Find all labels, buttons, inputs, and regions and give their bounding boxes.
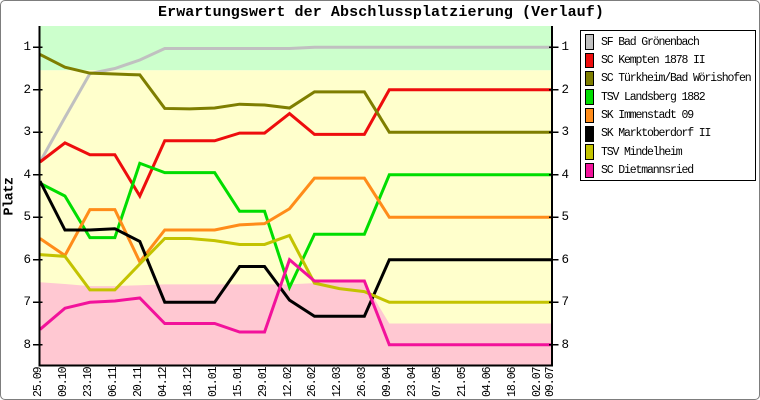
x-tick-label-15.01: 15.01 xyxy=(231,367,245,397)
y-tick-label-left-1: 1 xyxy=(23,40,31,55)
legend-swatch-icon xyxy=(585,70,594,87)
y-tick-label-right-6: 6 xyxy=(561,252,570,267)
legend-item: SK Marktoberdorf II xyxy=(585,126,711,142)
y-tick-label-right-7: 7 xyxy=(561,295,570,310)
series-line-SC Dietmannsried xyxy=(39,257,552,347)
x-tick-label-04.06: 04.06 xyxy=(481,367,495,397)
legend-item: SK Immenstadt 09 xyxy=(585,107,694,124)
x-tick-label-25.09: 25.09 xyxy=(32,367,45,397)
y-tick-label-right-5: 5 xyxy=(561,210,570,225)
legend-label: SC Türkheim/Bad Wörishofen xyxy=(601,72,752,86)
legend-label: SC Dietmannsried xyxy=(601,163,694,177)
legend-label: TSV Mindelheim xyxy=(601,145,683,159)
legend-item: SC Türkheim/Bad Wörishofen xyxy=(585,70,752,87)
y-tick-label-left-6: 6 xyxy=(23,252,31,267)
x-tick-label-12.02: 12.02 xyxy=(281,367,295,397)
legend-swatch-icon xyxy=(585,52,594,69)
x-tick-label-29.01: 29.01 xyxy=(256,367,270,397)
x-tick-label-01.01: 01.01 xyxy=(206,367,220,397)
series-line-SK Marktoberdorf II xyxy=(38,180,552,318)
x-tick-label-02.07: 02.07 xyxy=(531,367,545,397)
legend-swatch-icon xyxy=(585,89,594,105)
x-tick-label-26.02: 26.02 xyxy=(306,367,320,397)
legend-swatch-icon xyxy=(585,107,594,124)
series-line-TSV Mindelheim xyxy=(39,233,552,304)
legend-swatch-icon xyxy=(585,34,594,50)
y-tick-label-left-2: 2 xyxy=(23,82,31,97)
legend-label: SC Kempten 1878 II xyxy=(601,53,706,67)
x-tick-label-26.03: 26.03 xyxy=(356,367,370,397)
x-tick-label-07.05: 07.05 xyxy=(431,367,445,397)
legend-item: TSV Mindelheim xyxy=(585,144,683,160)
series-line-SF Bad Grönenbach xyxy=(38,45,552,163)
legend-swatch-icon xyxy=(585,126,594,142)
legend-swatch-icon xyxy=(585,162,594,179)
legend-item: TSV Landsberg 1882 xyxy=(585,89,706,105)
y-tick-label-right-8: 8 xyxy=(561,337,570,352)
chart-title: Erwartungswert der Abschlussplatzierung … xyxy=(158,4,604,21)
legend-label: SK Marktoberdorf II xyxy=(601,127,711,141)
x-tick-label-18.06: 18.06 xyxy=(506,367,520,397)
x-tick-label-09.04: 09.04 xyxy=(381,367,395,397)
series-line-SC Kempten 1878 II xyxy=(39,88,552,200)
legend-label: TSV Landsberg 1882 xyxy=(601,90,706,104)
x-tick-label-09.10: 09.10 xyxy=(56,367,70,397)
x-tick-label-06.11: 06.11 xyxy=(106,367,120,397)
legend-swatch-icon xyxy=(585,144,594,160)
x-tick-label-23.04: 23.04 xyxy=(406,367,420,397)
x-tick-label-04.12: 04.12 xyxy=(156,367,170,397)
y-tick-label-right-4: 4 xyxy=(561,167,570,182)
legend-label: SF Bad Grönenbach xyxy=(601,35,700,49)
x-tick-label-09.07: 09.07 xyxy=(543,367,557,397)
x-tick-label-12.03: 12.03 xyxy=(331,367,345,397)
x-tick-label-20.11: 20.11 xyxy=(131,367,145,397)
y-tick-label-left-8: 8 xyxy=(23,337,31,352)
y-tick-label-left-4: 4 xyxy=(23,167,31,182)
y-tick-label-left-3: 3 xyxy=(23,125,31,140)
series-line-SC Türkheim/Bad Wörishofen xyxy=(39,53,552,134)
y-tick-label-right-1: 1 xyxy=(561,40,570,55)
y-tick-label-right-3: 3 xyxy=(561,125,570,140)
legend-item: SF Bad Grönenbach xyxy=(585,34,700,50)
y-tick-label-right-2: 2 xyxy=(561,82,570,97)
legend-item: SC Dietmannsried xyxy=(585,162,694,179)
y-tick-label-left-7: 7 xyxy=(23,295,31,310)
legend-label: SK Immenstadt 09 xyxy=(601,108,694,122)
legend-item: SC Kempten 1878 II xyxy=(585,52,706,69)
x-tick-label-21.05: 21.05 xyxy=(456,367,470,397)
x-tick-label-18.12: 18.12 xyxy=(181,367,195,397)
legend-box: SF Bad Grönenbach SC Kempten 1878 II SC Tü… xyxy=(580,29,756,181)
y-tick-label-left-5: 5 xyxy=(23,210,31,225)
x-tick-label-23.10: 23.10 xyxy=(81,367,95,397)
